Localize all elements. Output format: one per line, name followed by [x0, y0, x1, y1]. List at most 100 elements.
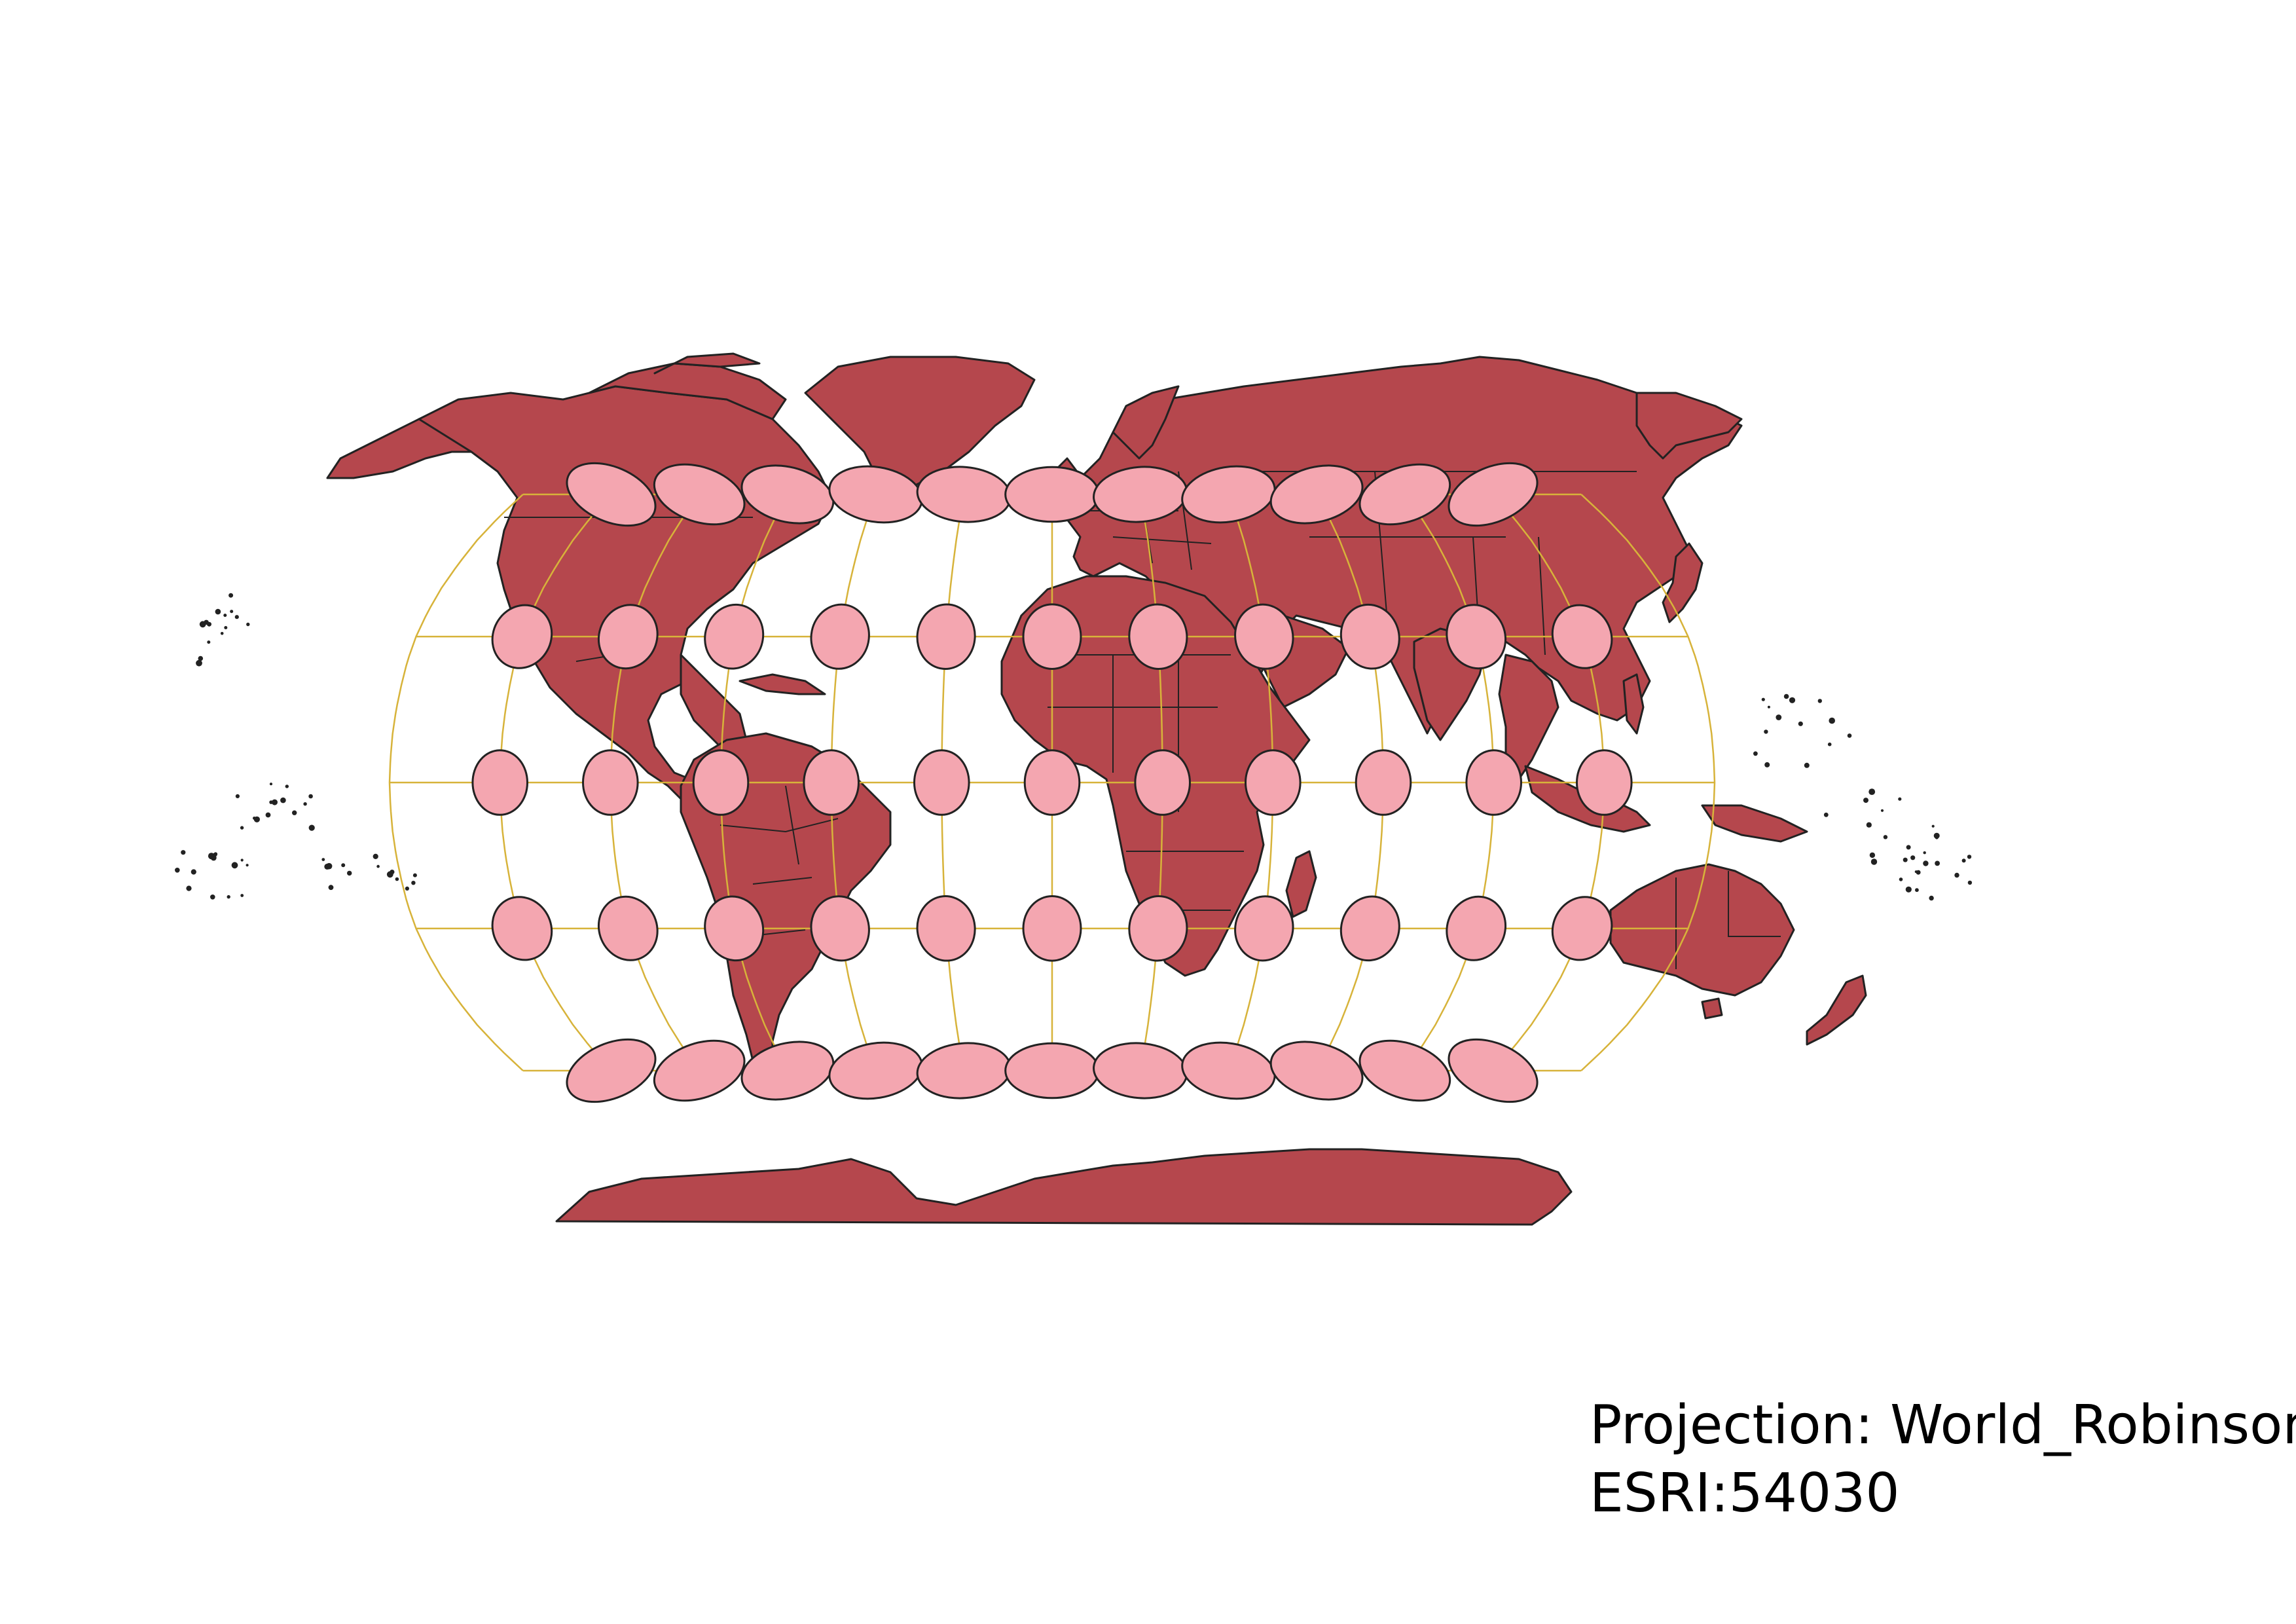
island-dot	[1783, 693, 1789, 699]
island-dot	[230, 610, 234, 614]
tissot-indicatrix	[1269, 464, 1364, 525]
tissot-indicatrix	[597, 604, 659, 670]
landmass-new-guinea	[1701, 804, 1808, 843]
island-dot	[269, 800, 273, 804]
tissot-indicatrix	[582, 749, 639, 816]
island-dot	[321, 858, 325, 861]
tissot-indicatrix	[1446, 604, 1507, 670]
island-dot	[175, 868, 180, 873]
tissot-indicatrix	[653, 463, 746, 526]
tissot-indicatrix	[916, 895, 976, 962]
island-dot	[325, 862, 333, 870]
tissot-indicatrix	[1234, 895, 1294, 962]
tissot-indicatrix	[740, 1041, 835, 1101]
island-dot	[1899, 877, 1903, 881]
island-dot	[1863, 798, 1868, 803]
island-dot	[213, 853, 217, 857]
tissot-indicatrix	[1022, 895, 1082, 962]
island-dot	[224, 626, 228, 629]
landmass-australia	[1609, 863, 1795, 997]
island-dot	[1823, 812, 1829, 817]
island-dot	[207, 640, 211, 644]
island-dot	[240, 894, 244, 897]
landmass-tasmania	[1701, 997, 1723, 1020]
tissot-indicatrix	[1355, 749, 1412, 816]
island-dot	[1870, 858, 1878, 865]
island-dot	[285, 784, 289, 788]
island-dot	[1923, 851, 1926, 855]
tissot-indicatrix	[1448, 462, 1539, 527]
tissot-indicatrix	[653, 1039, 746, 1102]
island-dot	[240, 858, 244, 862]
landmass-greenland	[804, 356, 1036, 499]
tissot-indicatrix	[491, 896, 553, 961]
landmass-antarctica	[555, 1148, 1573, 1226]
island-dot	[1798, 721, 1803, 726]
island-dot	[1935, 860, 1941, 866]
tissot-indicatrix	[1004, 466, 1100, 523]
landmass-new-zealand	[1806, 974, 1867, 1046]
island-dot	[196, 659, 202, 667]
tissot-indicatrix	[566, 1038, 657, 1103]
island-dot	[215, 608, 221, 615]
landmass-scandinavia	[1112, 385, 1180, 460]
island-dot	[1804, 762, 1810, 768]
landmass-southeast-asia	[1498, 654, 1559, 781]
island-dot	[1961, 858, 1966, 863]
tissot-indicatrix	[1339, 603, 1400, 670]
island-dot	[210, 895, 215, 900]
island-dot	[1869, 852, 1876, 858]
island-dot	[1931, 824, 1935, 828]
island-dot	[1764, 729, 1768, 734]
tissot-indicatrix	[1181, 465, 1276, 524]
tissot-indicatrix	[1465, 749, 1522, 816]
island-dot	[1915, 888, 1919, 893]
island-dot	[1967, 880, 1973, 885]
island-dot	[1883, 835, 1888, 840]
crs-label: ESRI:54030	[1590, 1462, 1900, 1524]
island-dot	[181, 850, 186, 855]
tissot-indicatrix	[1245, 749, 1302, 816]
island-dot	[1829, 717, 1835, 724]
tissot-indicatrix	[692, 749, 750, 816]
tissot-indicatrix	[810, 895, 870, 962]
tissot-indicatrix	[1004, 1042, 1100, 1099]
island-dot	[1866, 822, 1872, 828]
island-dot	[1906, 845, 1911, 850]
island-dot	[308, 794, 313, 799]
landmass-philippines	[1622, 673, 1645, 735]
landmass-alaska	[326, 418, 473, 479]
island-dot	[1776, 714, 1782, 720]
tissot-indicatrix	[566, 462, 657, 527]
island-dot	[1905, 886, 1912, 893]
island-dot	[412, 873, 417, 877]
island-dot	[1767, 705, 1770, 709]
tissot-indicatrix	[810, 603, 870, 670]
island-dot	[1923, 860, 1929, 866]
island-dot	[1847, 733, 1852, 738]
island-dot	[376, 864, 380, 868]
island-dot	[228, 593, 234, 598]
island-dot	[265, 812, 271, 818]
island-dot	[411, 881, 416, 885]
island-dot	[405, 886, 410, 891]
island-dot	[1761, 697, 1765, 701]
island-dot	[1929, 895, 1934, 901]
tissot-indicatrix	[491, 604, 553, 669]
tissot-indicatrix	[1358, 463, 1451, 526]
island-dot	[395, 877, 399, 881]
island-dot	[1967, 855, 1972, 859]
tissot-indicatrix	[1128, 603, 1188, 670]
graticule-meridian	[388, 494, 524, 1071]
landmass-canadian-arctic	[588, 362, 787, 420]
island-dot	[223, 614, 227, 618]
island-dot	[1789, 697, 1796, 703]
island-dot	[246, 622, 250, 627]
tissot-indicatrix	[1234, 603, 1294, 670]
island-dot	[191, 869, 196, 875]
landmass-east-siberia	[1635, 392, 1743, 460]
island-dot	[308, 824, 315, 831]
tissot-indicatrix	[913, 749, 970, 816]
island-dot	[186, 885, 192, 891]
